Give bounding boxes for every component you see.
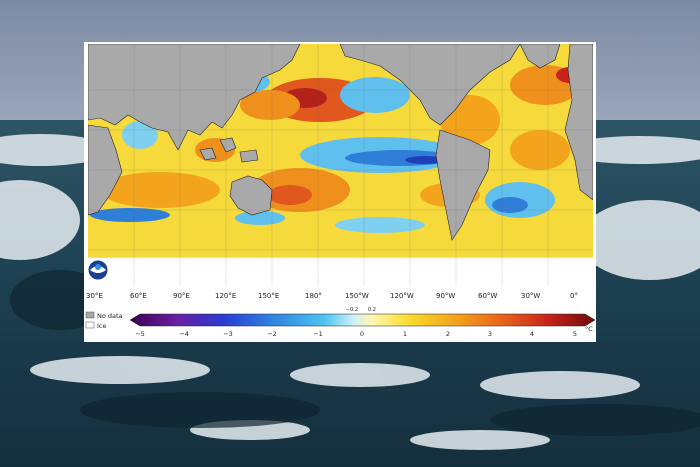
- colorbar-tick: 0: [360, 330, 364, 338]
- lon-label: 60°W: [478, 292, 497, 300]
- lon-label: 120°W: [390, 292, 414, 300]
- colorbar: −5 −4 −3 −2 −1 0 1 2 3 4 5 −0.2 0.2 °C: [129, 307, 596, 338]
- lon-label: 30°W: [521, 292, 540, 300]
- colorbar-tick: −3: [223, 330, 233, 338]
- map-legend: No data Ice: [85, 311, 123, 330]
- ice-label: Ice: [97, 322, 107, 330]
- lon-label: 150°E: [258, 292, 279, 300]
- ice-swatch: [85, 321, 95, 329]
- noaa-logo: [87, 259, 109, 281]
- no-data-swatch: [85, 311, 95, 319]
- lon-label: 60°E: [130, 292, 147, 300]
- colorbar-tick: 1: [403, 330, 407, 338]
- lon-label: 90°W: [436, 292, 455, 300]
- colorbar-tick: 4: [530, 330, 534, 338]
- colorbar-ticks: −5 −4 −3 −2 −1 0 1 2 3 4 5 −0.2 0.2: [135, 307, 577, 338]
- no-data-label: No data: [97, 312, 123, 320]
- colorbar-minor-tick: 0.2: [368, 307, 376, 313]
- colorbar-tick: −2: [267, 330, 277, 338]
- colorbar-tick: −4: [179, 330, 189, 338]
- longitude-axis: 30°E 60°E 90°E 120°E 150°E 180° 150°W 12…: [86, 292, 578, 300]
- lon-label: 30°E: [86, 292, 103, 300]
- sst-anomaly-map: [88, 44, 593, 286]
- cool-anomalies: [90, 72, 555, 233]
- colorbar-tick: 3: [488, 330, 492, 338]
- colorbar-bar: [129, 313, 596, 327]
- colorbar-tick: −1: [313, 330, 323, 338]
- colorbar-unit: °C: [585, 325, 593, 333]
- colorbar-minor-tick: −0.2: [346, 307, 358, 313]
- wave-shadow: [10, 270, 700, 436]
- lon-label: 180°: [305, 292, 322, 300]
- lon-label: 90°E: [173, 292, 190, 300]
- graticule: [88, 44, 593, 286]
- wave-foam: [0, 134, 700, 450]
- lon-label: 120°E: [215, 292, 236, 300]
- colorbar-tick: 2: [446, 330, 450, 338]
- colorbar-tick: −5: [135, 330, 145, 338]
- lon-label: 150°W: [345, 292, 369, 300]
- colorbar-tick: 5: [573, 330, 577, 338]
- lon-label: 0°: [570, 292, 578, 300]
- warm-anomalies: [100, 65, 584, 212]
